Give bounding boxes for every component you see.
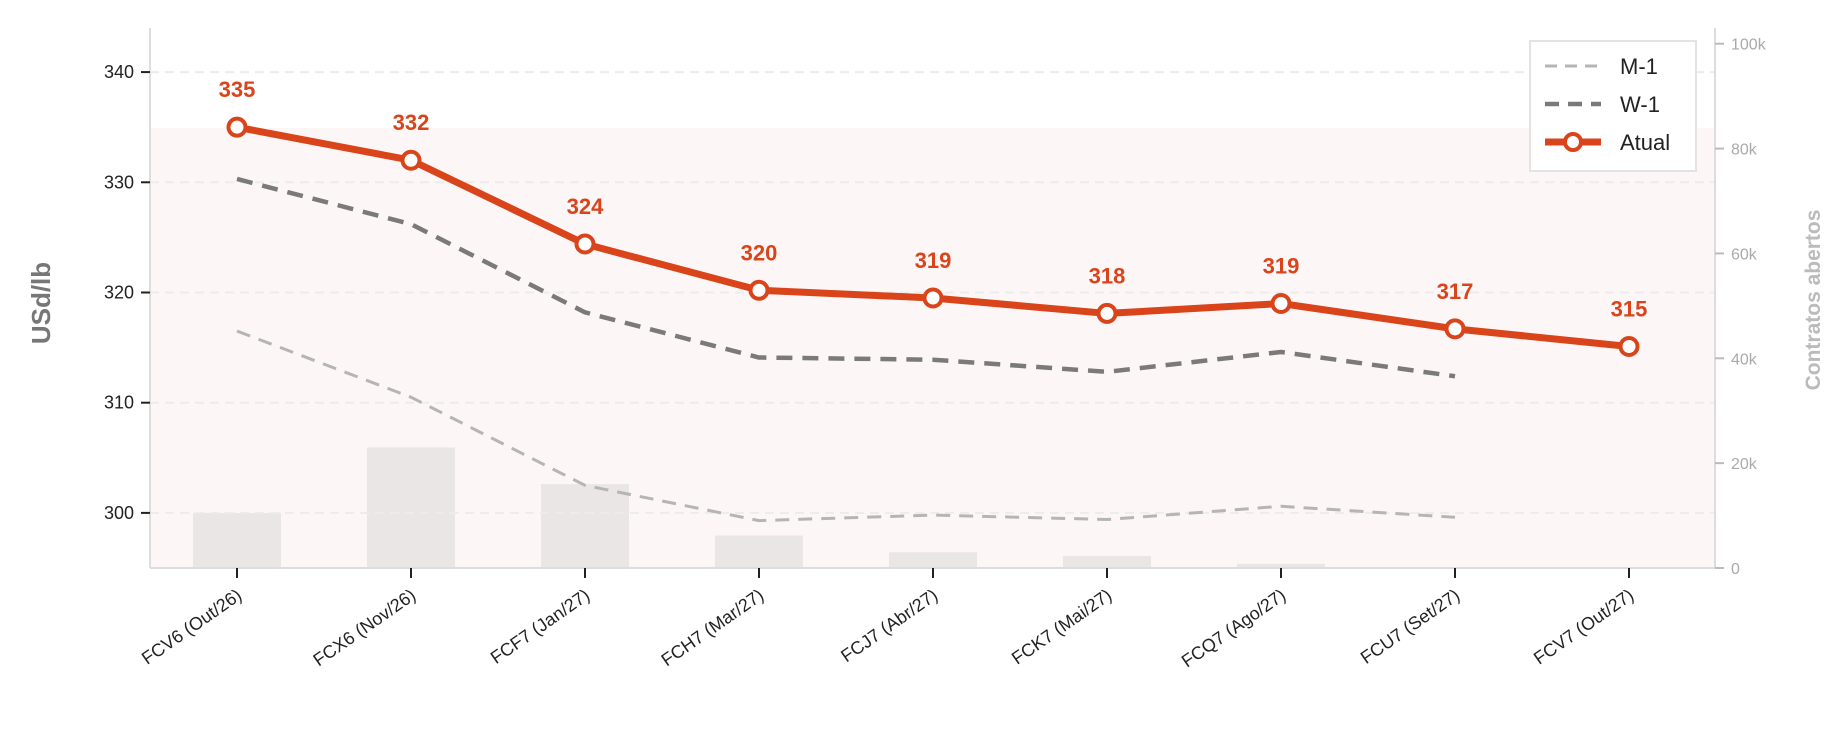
y-tick-label: 310 [104,393,134,413]
data-label: 324 [567,194,604,219]
data-point [1270,293,1292,315]
legend-label: Atual [1620,130,1670,155]
open-interest-bar [193,512,281,568]
y-tick-label: 300 [104,503,134,523]
open-interest-bar [367,447,455,568]
y-axis-title: USd/lb [26,262,56,344]
open-interest-bars [193,447,1325,568]
shaded-area-tail [1460,350,1715,568]
y2-tick-label: 60k [1731,246,1758,263]
shaded-area [150,128,1715,568]
data-label: 319 [915,248,952,273]
y-tick-label: 330 [104,172,134,192]
data-label: 332 [393,110,430,135]
x-tick-label: FCF7 (Jan/27) [487,585,594,668]
series-lines [226,116,1640,523]
y-tick-label: 320 [104,282,134,302]
legend-marker [1563,132,1583,152]
data-point [1444,318,1466,340]
x-tick-label: FCJ7 (Abr/27) [837,585,941,666]
x-tick-label: FCU7 (Set/27) [1357,585,1464,668]
data-point [226,116,248,138]
legend-label: M-1 [1620,54,1658,79]
y2-tick-label: 20k [1731,456,1758,473]
y2-tick-label: 100k [1731,37,1767,54]
data-point [748,279,770,301]
open-interest-bar [1063,555,1151,568]
legend-label: W-1 [1620,92,1660,117]
open-interest-bar [1237,563,1325,568]
data-label: 320 [741,240,778,265]
x-tick-label: FCH7 (Mar/27) [658,585,768,670]
x-tick-label: FCX6 (Nov/26) [309,585,419,670]
data-label: 335 [219,77,256,102]
data-label: 317 [1437,279,1474,304]
y2-axis-title: Contratos abertos [1802,210,1825,391]
open-interest-bar [889,552,977,568]
x-tick-label: FCK7 (Mai/27) [1008,585,1115,669]
x-tick-label: FCQ7 (Ago/27) [1178,585,1289,671]
data-label: 319 [1263,254,1300,279]
shaded-area-layer [150,128,1715,568]
gridlines [150,71,1715,514]
series-line-m-1 [236,329,1456,523]
x-tick-label: FCV7 (Out/27) [1530,585,1637,669]
x-tick-label: FCV6 (Out/26) [138,585,245,669]
data-point [400,149,422,171]
y2-tick-label: 0 [1731,561,1740,578]
data-point [1618,335,1640,357]
series-line-w-1 [236,176,1456,379]
legend: M-1 W-1 Atual [1529,40,1697,172]
open-interest-bar [715,535,803,568]
open-interest-bar [541,484,629,568]
y2-tick-label: 40k [1731,351,1758,368]
y2-tick-label: 80k [1731,142,1758,159]
data-point [922,287,944,309]
data-labels: 335 332 324 320 319 318 319 317 315 [219,77,1648,321]
y-tick-label: 340 [104,62,134,82]
data-point [574,233,596,255]
data-label: 315 [1611,296,1648,321]
data-label: 318 [1089,263,1126,288]
data-point [1096,302,1118,324]
